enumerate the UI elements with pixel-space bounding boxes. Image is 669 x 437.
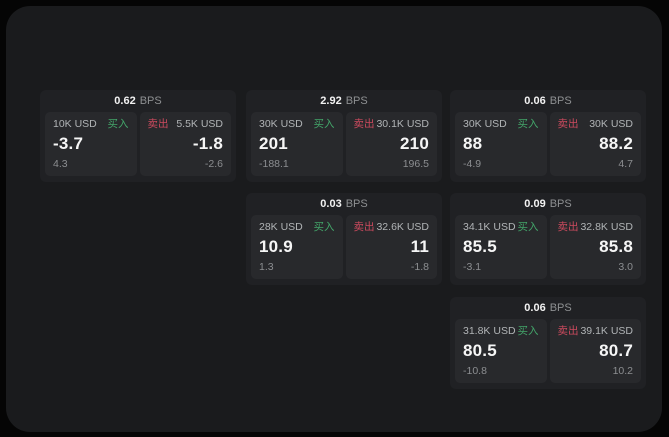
buy-side-label: 买入 (313, 221, 335, 233)
buy-size: 30K USD (463, 118, 507, 130)
sell-side-label: 卖出 (353, 221, 375, 233)
buy-side-label: 买入 (107, 118, 129, 130)
sell-sub-value: 10.2 (612, 365, 633, 377)
quotes-panel: 0.62 BPS 10K USD 买入 -3.7 4.3 卖出 5.5K USD (6, 6, 662, 432)
card-body: 30K USD 买入 201 -188.1 卖出 30.1K USD 210 1… (246, 112, 442, 176)
card-header: 0.09 BPS (450, 193, 646, 215)
buy-quote-tile[interactable]: 30K USD 买入 201 -188.1 (251, 112, 343, 176)
quote-card: 2.92 BPS 30K USD 买入 201 -188.1 卖出 30.1K … (246, 90, 442, 182)
sell-size: 30K USD (589, 118, 633, 130)
buy-price: -3.7 (53, 134, 84, 153)
bps-value: 0.62 (114, 95, 136, 107)
sell-size: 32.6K USD (376, 221, 429, 233)
buy-sub-value: -10.8 (463, 365, 487, 377)
sell-size: 30.1K USD (376, 118, 429, 130)
card-header: 2.92 BPS (246, 90, 442, 112)
buy-size: 28K USD (259, 221, 303, 233)
buy-size: 31.8K USD (463, 325, 516, 337)
sell-size: 39.1K USD (580, 325, 633, 337)
card-body: 28K USD 买入 10.9 1.3 卖出 32.6K USD 11 -1.8 (246, 215, 442, 279)
buy-sub-value: -4.9 (463, 158, 482, 170)
card-body: 10K USD 买入 -3.7 4.3 卖出 5.5K USD -1.8 -2.… (40, 112, 236, 176)
bps-value: 0.06 (524, 95, 546, 107)
sell-quote-tile[interactable]: 卖出 30K USD 88.2 4.7 (549, 112, 641, 176)
buy-sub-value: -188.1 (259, 158, 289, 170)
sell-quote-tile[interactable]: 卖出 32.6K USD 11 -1.8 (345, 215, 437, 279)
sell-side-label: 卖出 (557, 118, 579, 130)
sell-sub-value: 196.5 (402, 158, 429, 170)
sell-sub-value: 4.7 (618, 158, 633, 170)
sell-side-label: 卖出 (353, 118, 375, 130)
buy-sub-value: 4.3 (53, 158, 68, 170)
bps-value: 2.92 (320, 95, 342, 107)
buy-quote-tile[interactable]: 31.8K USD 买入 80.5 -10.8 (455, 319, 547, 383)
buy-size: 34.1K USD (463, 221, 516, 233)
sell-side-label: 卖出 (557, 325, 579, 337)
bps-unit-label: BPS (345, 95, 368, 107)
buy-side-label: 买入 (517, 325, 539, 337)
buy-side-label: 买入 (517, 118, 539, 130)
bps-unit-label: BPS (549, 302, 572, 314)
buy-quote-tile[interactable]: 30K USD 买入 88 -4.9 (455, 112, 547, 176)
buy-quote-tile[interactable]: 34.1K USD 买入 85.5 -3.1 (455, 215, 547, 279)
buy-sub-value: 1.3 (259, 261, 274, 273)
sell-sub-value: -1.8 (410, 261, 429, 273)
sell-price: 85.8 (599, 237, 633, 256)
sell-side-label: 卖出 (557, 221, 579, 233)
quote-card: 0.03 BPS 28K USD 买入 10.9 1.3 卖出 32.6K US… (246, 193, 442, 285)
card-header: 0.06 BPS (450, 297, 646, 319)
bps-value: 0.09 (524, 198, 546, 210)
buy-price: 80.5 (463, 341, 497, 360)
sell-price: 210 (400, 134, 429, 153)
sell-price: -1.8 (192, 134, 223, 153)
quote-card: 0.09 BPS 34.1K USD 买入 85.5 -3.1 卖出 32.8K… (450, 193, 646, 285)
buy-price: 201 (259, 134, 288, 153)
sell-quote-tile[interactable]: 卖出 32.8K USD 85.8 3.0 (549, 215, 641, 279)
sell-sub-value: -2.6 (204, 158, 223, 170)
quote-card: 0.06 BPS 31.8K USD 买入 80.5 -10.8 卖出 39.1… (450, 297, 646, 389)
sell-price: 80.7 (599, 341, 633, 360)
buy-price: 85.5 (463, 237, 497, 256)
sell-size: 32.8K USD (580, 221, 633, 233)
sell-side-label: 卖出 (147, 118, 169, 130)
card-header: 0.03 BPS (246, 193, 442, 215)
buy-size: 30K USD (259, 118, 303, 130)
card-body: 34.1K USD 买入 85.5 -3.1 卖出 32.8K USD 85.8… (450, 215, 646, 279)
card-header: 0.06 BPS (450, 90, 646, 112)
card-body: 31.8K USD 买入 80.5 -10.8 卖出 39.1K USD 80.… (450, 319, 646, 383)
sell-price: 11 (410, 237, 429, 256)
buy-price: 10.9 (259, 237, 293, 256)
bps-value: 0.06 (524, 302, 546, 314)
quote-card: 0.06 BPS 30K USD 买入 88 -4.9 卖出 30K USD (450, 90, 646, 182)
card-body: 30K USD 买入 88 -4.9 卖出 30K USD 88.2 4.7 (450, 112, 646, 176)
bps-unit-label: BPS (139, 95, 162, 107)
buy-sub-value: -3.1 (463, 261, 482, 273)
sell-sub-value: 3.0 (618, 261, 633, 273)
sell-size: 5.5K USD (176, 118, 223, 130)
sell-quote-tile[interactable]: 卖出 39.1K USD 80.7 10.2 (549, 319, 641, 383)
sell-price: 88.2 (599, 134, 633, 153)
buy-quote-tile[interactable]: 10K USD 买入 -3.7 4.3 (45, 112, 137, 176)
sell-quote-tile[interactable]: 卖出 30.1K USD 210 196.5 (345, 112, 437, 176)
buy-quote-tile[interactable]: 28K USD 买入 10.9 1.3 (251, 215, 343, 279)
bps-value: 0.03 (320, 198, 342, 210)
bps-unit-label: BPS (345, 198, 368, 210)
bps-unit-label: BPS (549, 95, 572, 107)
buy-price: 88 (463, 134, 483, 153)
buy-side-label: 买入 (313, 118, 335, 130)
sell-quote-tile[interactable]: 卖出 5.5K USD -1.8 -2.6 (139, 112, 231, 176)
buy-side-label: 买入 (517, 221, 539, 233)
quote-card: 0.62 BPS 10K USD 买入 -3.7 4.3 卖出 5.5K USD (40, 90, 236, 182)
buy-size: 10K USD (53, 118, 97, 130)
bps-unit-label: BPS (549, 198, 572, 210)
card-header: 0.62 BPS (40, 90, 236, 112)
